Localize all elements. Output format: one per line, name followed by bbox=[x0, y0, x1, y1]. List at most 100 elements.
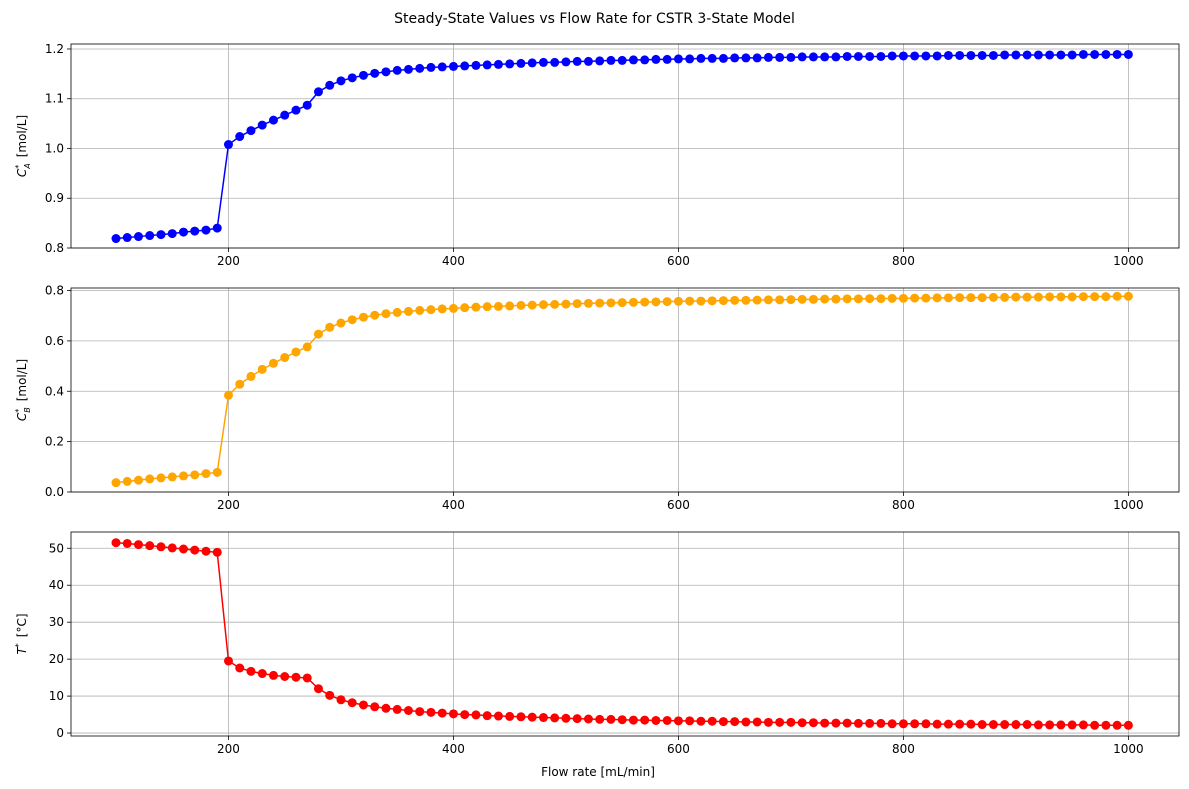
data-point bbox=[1090, 720, 1100, 730]
data-point bbox=[246, 666, 256, 676]
data-point bbox=[797, 718, 807, 728]
y-tick-label: 1.0 bbox=[45, 141, 64, 155]
y-tick-label: 0.2 bbox=[45, 435, 64, 449]
data-point bbox=[1067, 292, 1077, 302]
data-point bbox=[808, 52, 818, 62]
data-point bbox=[336, 318, 346, 328]
data-point bbox=[572, 56, 582, 66]
data-point bbox=[640, 55, 650, 65]
data-point bbox=[831, 294, 841, 304]
data-point bbox=[943, 719, 953, 729]
data-point bbox=[190, 226, 200, 236]
y-label-sup: * bbox=[14, 165, 23, 169]
data-point bbox=[167, 472, 177, 482]
data-point bbox=[493, 711, 503, 721]
data-point bbox=[1022, 50, 1032, 60]
axes-frame bbox=[70, 287, 1180, 493]
data-point bbox=[808, 718, 818, 728]
data-point bbox=[268, 670, 278, 680]
data-point bbox=[572, 299, 582, 309]
data-point bbox=[437, 62, 447, 72]
data-point bbox=[212, 467, 222, 477]
data-point bbox=[1112, 720, 1122, 730]
data-point bbox=[606, 714, 616, 724]
data-point bbox=[595, 298, 605, 308]
data-point bbox=[313, 87, 323, 97]
data-point bbox=[437, 304, 447, 314]
data-point bbox=[235, 379, 245, 389]
x-tick-label: 400 bbox=[442, 254, 465, 268]
data-point bbox=[685, 716, 695, 726]
data-point bbox=[707, 296, 717, 306]
gridlines bbox=[71, 288, 1179, 493]
y-tick-label: 10 bbox=[49, 689, 64, 703]
data-point bbox=[516, 712, 526, 722]
data-point bbox=[122, 538, 132, 548]
data-point bbox=[775, 295, 785, 305]
data-point bbox=[291, 105, 301, 115]
data-point bbox=[797, 294, 807, 304]
data-point bbox=[347, 315, 357, 325]
y-tick-label: 0.4 bbox=[45, 384, 64, 398]
y-label-symbol: C bbox=[15, 168, 29, 177]
data-point bbox=[167, 543, 177, 553]
data-point bbox=[471, 710, 481, 720]
data-point bbox=[527, 58, 537, 68]
data-point bbox=[133, 232, 143, 242]
data-point bbox=[550, 299, 560, 309]
y-label-symbol: C bbox=[15, 412, 29, 421]
data-point bbox=[381, 309, 391, 319]
data-point bbox=[257, 120, 267, 130]
data-point bbox=[527, 712, 537, 722]
data-point bbox=[370, 68, 380, 78]
data-point bbox=[482, 302, 492, 312]
x-tick-label: 1000 bbox=[1113, 498, 1144, 512]
data-point bbox=[572, 714, 582, 724]
series-markers bbox=[111, 49, 1133, 244]
data-point bbox=[853, 718, 863, 728]
y-label-unit: [mol/L] bbox=[15, 359, 29, 407]
data-point bbox=[313, 329, 323, 339]
y-label-unit: [mol/L] bbox=[15, 115, 29, 163]
data-point bbox=[561, 713, 571, 723]
data-point bbox=[302, 342, 312, 352]
data-point bbox=[178, 544, 188, 554]
data-point bbox=[246, 371, 256, 381]
data-point bbox=[651, 715, 661, 725]
data-point bbox=[280, 672, 290, 681]
data-point bbox=[268, 115, 278, 125]
data-point bbox=[673, 296, 683, 306]
data-point bbox=[685, 54, 695, 64]
data-point bbox=[808, 294, 818, 304]
data-point bbox=[966, 719, 976, 729]
data-point bbox=[145, 231, 155, 241]
data-point bbox=[876, 294, 886, 304]
data-point bbox=[730, 717, 740, 727]
y-tick-label: 0.8 bbox=[45, 241, 64, 255]
data-point bbox=[606, 55, 616, 65]
data-point bbox=[628, 297, 638, 307]
data-point bbox=[1123, 49, 1133, 59]
data-point bbox=[741, 717, 751, 727]
data-point bbox=[347, 698, 357, 708]
subplot-2: 200 400 600 800 1000 0.0 0.2 0.4 0.6 0.8 C*B [mol/… bbox=[14, 284, 1180, 512]
x-tick-label: 400 bbox=[442, 742, 465, 756]
data-point bbox=[325, 322, 335, 332]
data-point bbox=[1045, 292, 1055, 302]
data-point bbox=[358, 700, 368, 710]
data-point bbox=[415, 707, 425, 717]
data-point bbox=[370, 310, 380, 320]
data-point bbox=[550, 713, 560, 723]
y-tick-label: 0.8 bbox=[45, 284, 64, 298]
data-point bbox=[988, 720, 998, 730]
data-point bbox=[448, 61, 458, 71]
axes-frame bbox=[70, 531, 1180, 737]
data-point bbox=[1022, 720, 1032, 730]
x-tick-label: 200 bbox=[217, 742, 240, 756]
data-point bbox=[718, 53, 728, 63]
data-point bbox=[741, 295, 751, 305]
data-point bbox=[718, 296, 728, 306]
data-point bbox=[426, 707, 436, 717]
data-point bbox=[1011, 50, 1021, 60]
series-line bbox=[115, 295, 1129, 484]
